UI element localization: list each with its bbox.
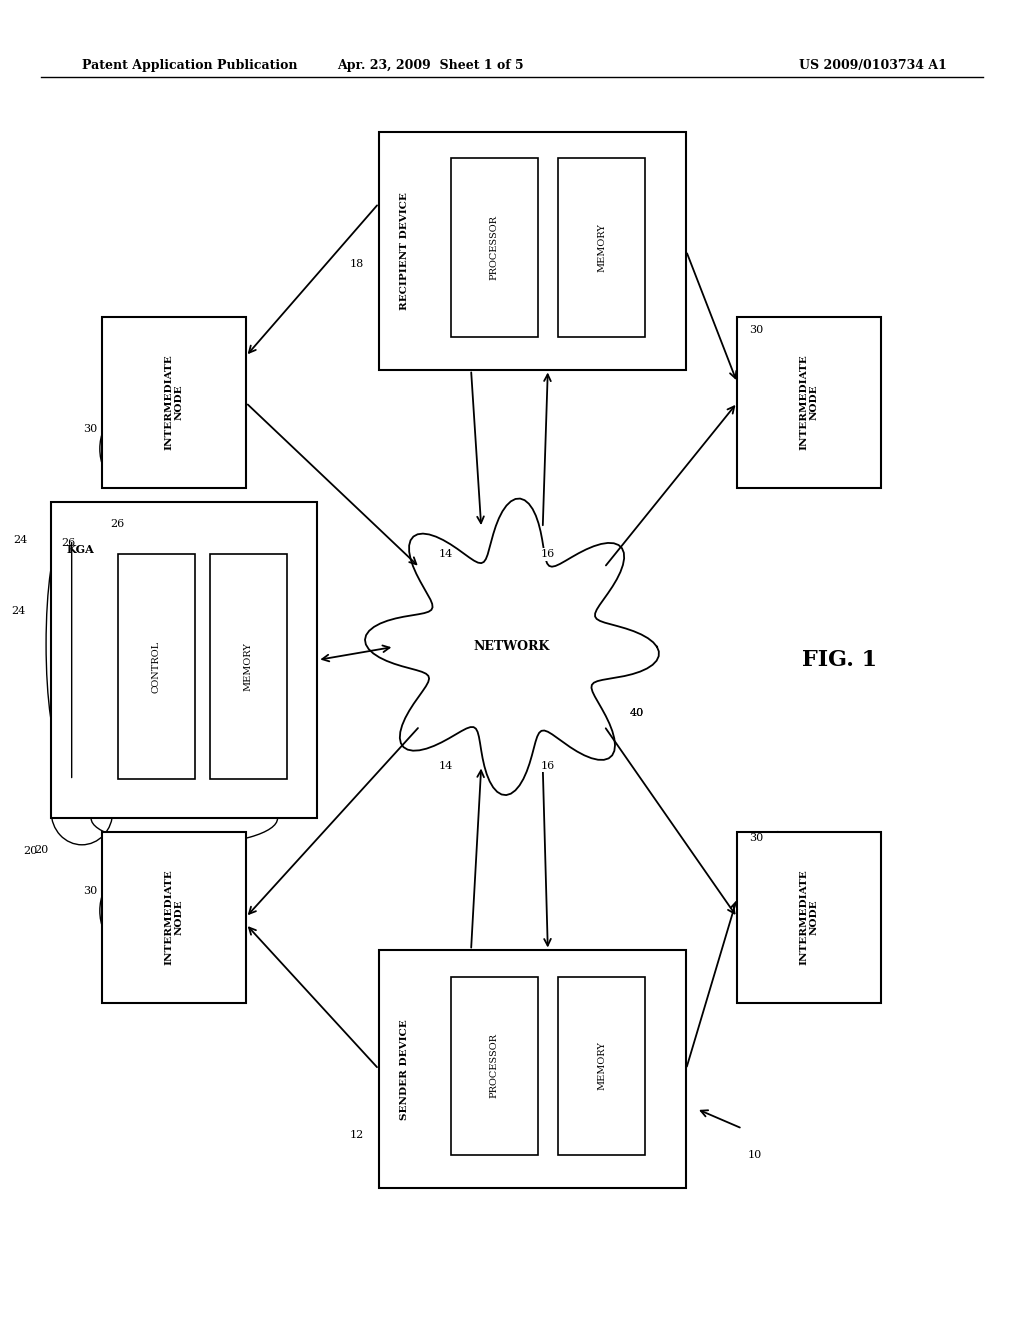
Bar <box>102 317 246 488</box>
Text: Apr. 23, 2009  Sheet 1 of 5: Apr. 23, 2009 Sheet 1 of 5 <box>337 59 523 73</box>
Text: INTERMEDIATE
NODE: INTERMEDIATE NODE <box>165 870 183 965</box>
Polygon shape <box>365 499 658 795</box>
Text: 26: 26 <box>111 519 125 529</box>
Bar <box>737 317 881 488</box>
Text: FIG. 1: FIG. 1 <box>802 649 878 671</box>
Ellipse shape <box>430 640 594 746</box>
Text: CONTROL: CONTROL <box>152 640 161 693</box>
Text: 16: 16 <box>541 549 555 560</box>
Text: 20: 20 <box>24 846 38 857</box>
Text: Patent Application Publication: Patent Application Publication <box>82 59 297 73</box>
Text: US 2009/0103734 A1: US 2009/0103734 A1 <box>799 59 946 73</box>
Text: 24: 24 <box>13 535 28 545</box>
Text: 30: 30 <box>83 424 97 434</box>
Text: 14: 14 <box>438 549 453 560</box>
Text: MEMORY: MEMORY <box>244 642 253 692</box>
Text: 26: 26 <box>61 539 76 548</box>
Bar <box>379 950 686 1188</box>
Ellipse shape <box>379 587 502 706</box>
Text: 20: 20 <box>34 845 48 855</box>
Bar <box>558 977 645 1155</box>
Text: RECIPIENT DEVICE: RECIPIENT DEVICE <box>400 191 409 310</box>
Bar <box>451 158 538 337</box>
Ellipse shape <box>420 541 604 673</box>
Text: 18: 18 <box>349 259 364 269</box>
Text: INTERMEDIATE
NODE: INTERMEDIATE NODE <box>800 870 818 965</box>
Text: NETWORK: NETWORK <box>474 640 550 653</box>
Text: 24: 24 <box>11 606 26 615</box>
Text: 40: 40 <box>630 708 644 718</box>
Bar <box>210 554 287 779</box>
Text: PROCESSOR: PROCESSOR <box>489 215 499 280</box>
Text: 10: 10 <box>748 1150 762 1160</box>
Text: 40: 40 <box>630 708 644 718</box>
Text: SENDER DEVICE: SENDER DEVICE <box>400 1019 409 1119</box>
Text: 30: 30 <box>749 325 763 335</box>
Text: 14: 14 <box>438 760 453 771</box>
Text: 16: 16 <box>541 760 555 771</box>
Bar <box>737 832 881 1003</box>
Bar <box>102 832 246 1003</box>
Text: PROCESSOR: PROCESSOR <box>489 1034 499 1098</box>
Bar <box>558 158 645 337</box>
Text: MEMORY: MEMORY <box>597 223 606 272</box>
Text: MEMORY: MEMORY <box>597 1041 606 1090</box>
Bar <box>451 977 538 1155</box>
Text: KGA: KGA <box>67 544 94 554</box>
Text: 30: 30 <box>749 833 763 843</box>
Text: INTERMEDIATE
NODE: INTERMEDIATE NODE <box>165 355 183 450</box>
Ellipse shape <box>492 647 614 752</box>
Bar <box>379 132 686 370</box>
Ellipse shape <box>410 647 532 752</box>
Bar <box>51 502 317 818</box>
Text: 30: 30 <box>83 886 97 896</box>
Ellipse shape <box>522 587 645 706</box>
Text: INTERMEDIATE
NODE: INTERMEDIATE NODE <box>800 355 818 450</box>
Bar <box>118 554 195 779</box>
Text: 12: 12 <box>349 1130 364 1140</box>
